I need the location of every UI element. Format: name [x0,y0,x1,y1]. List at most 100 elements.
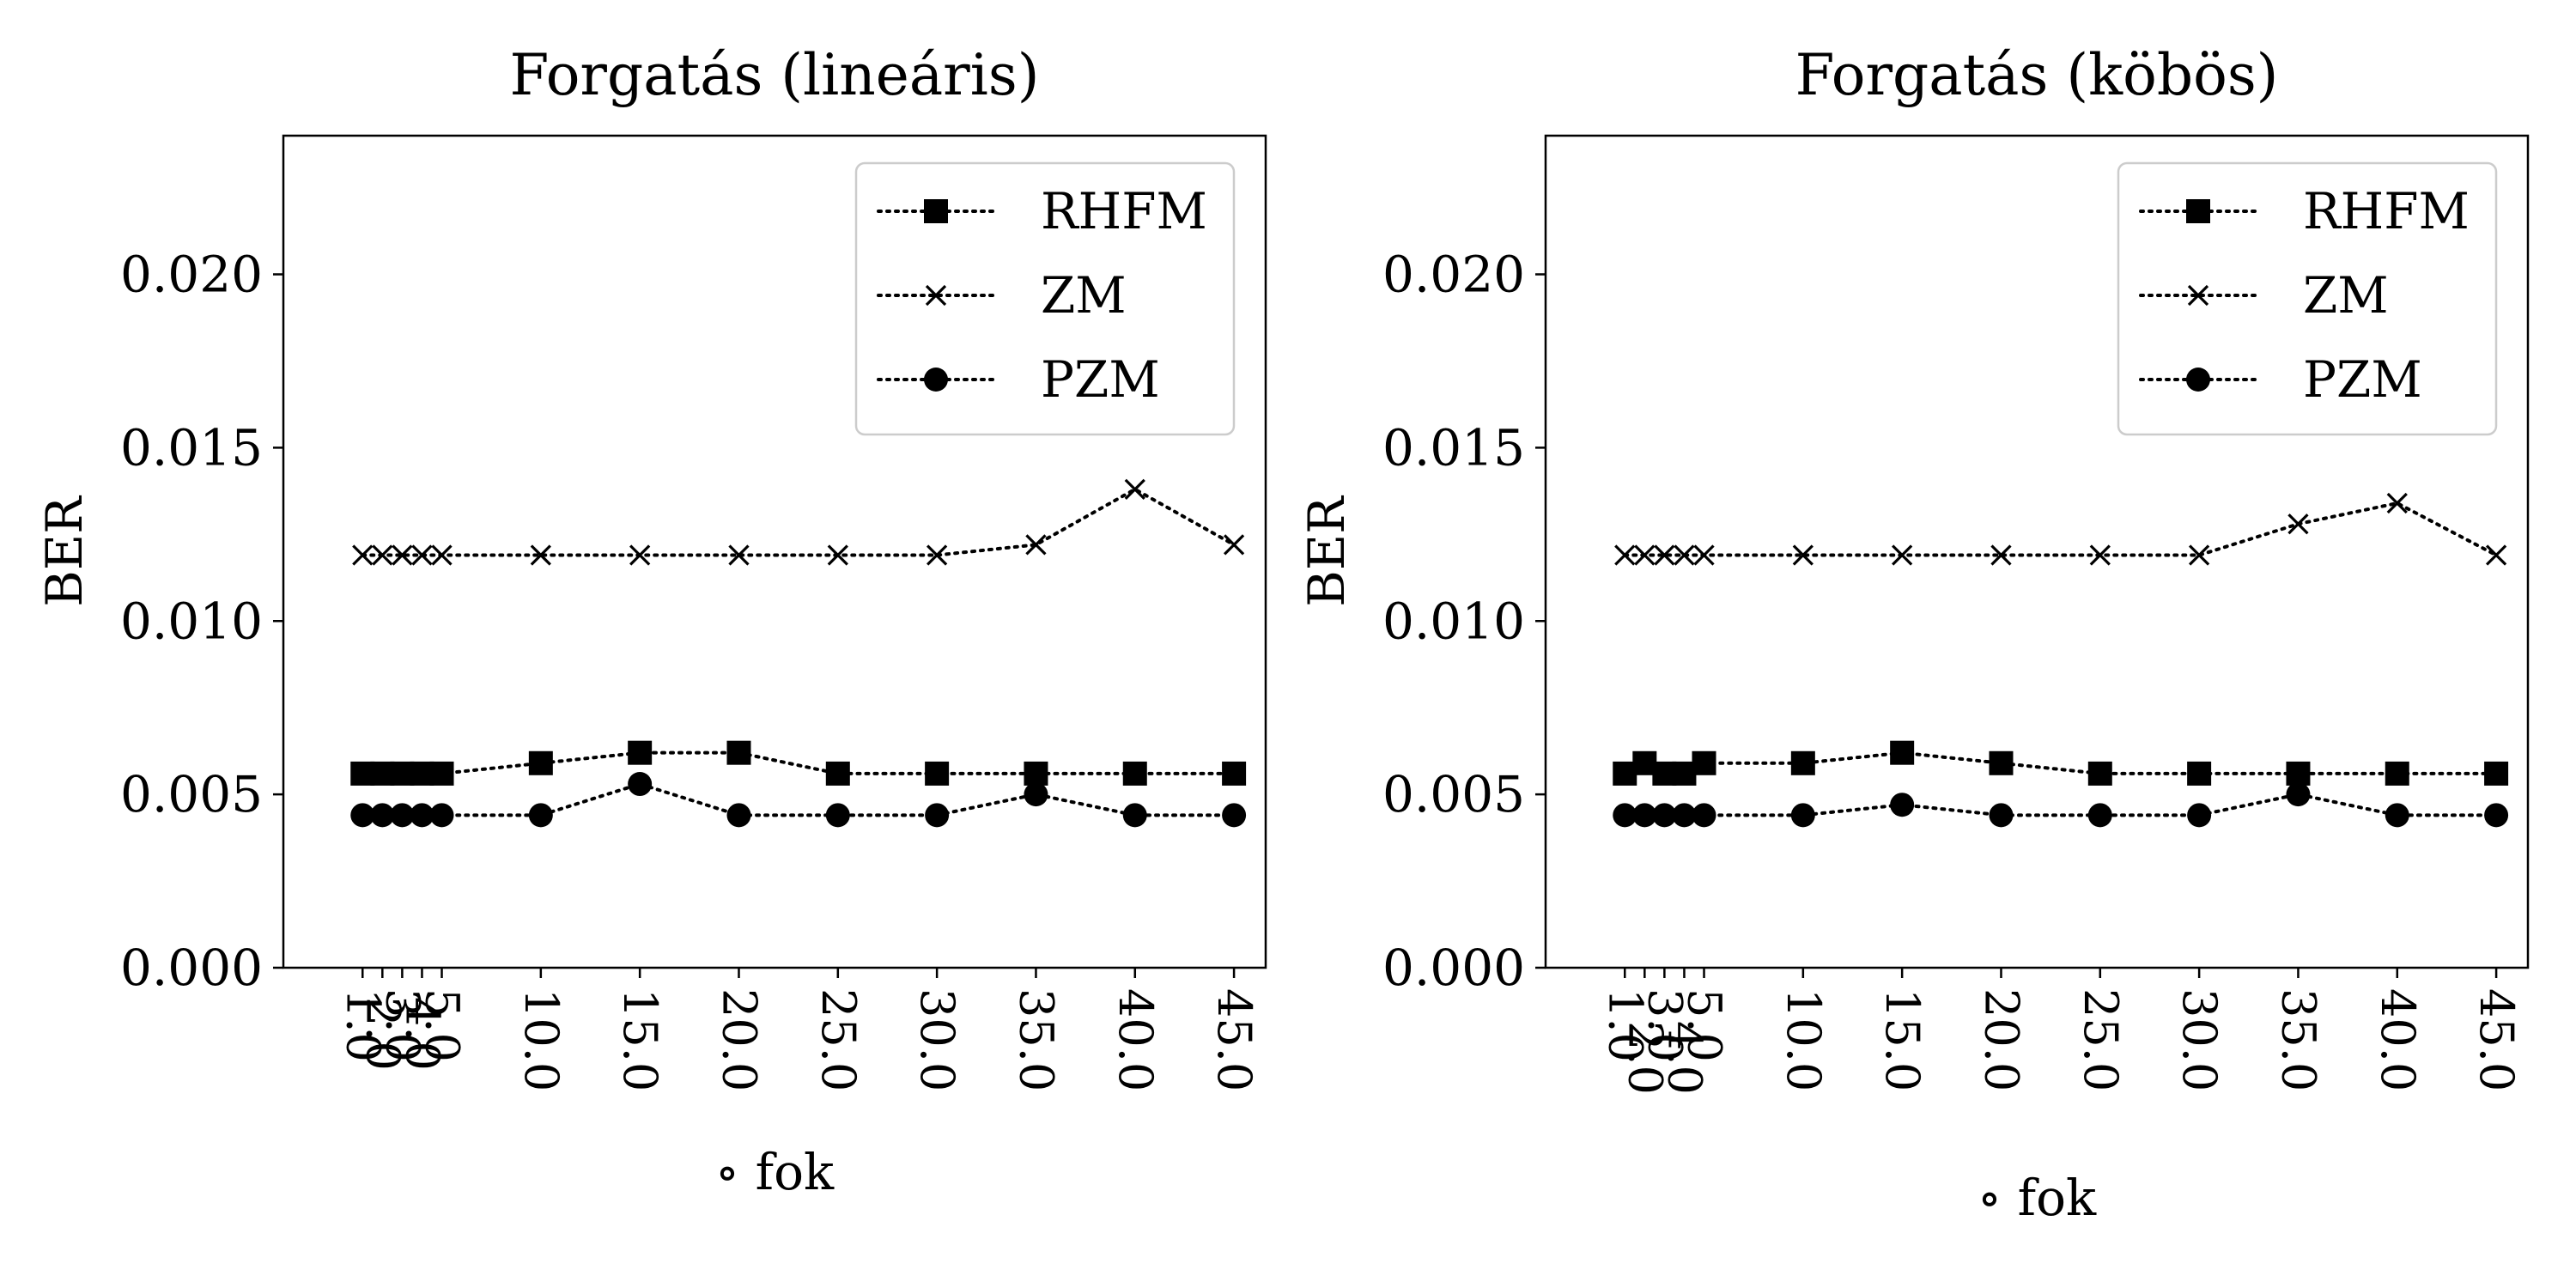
x-tick-label: 25.0 [2074,988,2128,1091]
series-RHFM [350,740,1247,786]
legend-marker [2186,368,2210,392]
x-tick-label: 10.0 [1777,988,1831,1091]
x-tick-label: 1.0 [336,988,390,1062]
data-point [2485,544,2507,566]
data-point [1222,803,1247,828]
data-point [429,803,454,828]
data-point [925,803,950,828]
y-tick-label: 0.015 [120,418,263,477]
x-tick-label: 4.0 [395,997,449,1071]
y-tick-label: 0.000 [120,939,263,997]
data-point [825,761,850,786]
data-point [1614,544,1636,566]
data-point [392,544,413,566]
chart-panel-1: Forgatás (lineáris) 0.000 0.005 0.010 0.015 0… [35,42,1267,1201]
legend-label: RHFM [2303,182,2470,240]
x-tick-label: 15.0 [1875,988,1929,1091]
x-tick-label: 45.0 [2470,988,2524,1091]
data-point [1634,544,1656,566]
y-tick-label: 0.020 [1382,246,1525,304]
data-point [1692,750,1716,775]
legend-marker [2187,284,2209,307]
x-tick-label: 20.0 [1974,988,2028,1091]
data-point [390,803,415,828]
legend-marker [924,368,948,392]
legend-label: RHFM [1041,182,1207,240]
data-point [628,740,653,765]
data-point [926,544,948,566]
data-point [1613,803,1637,828]
data-point [2087,761,2112,786]
legend: RHFM ZM PZM [2117,161,2498,436]
x-axis-label: ∘ fok [1978,1169,2097,1227]
data-point [628,772,653,797]
x-tick-label: 10.0 [514,988,568,1091]
data-point [1654,544,1675,566]
y-axis-label: BER [35,495,94,607]
x-tick-label: 30.0 [910,988,964,1091]
data-point [429,761,454,786]
legend-marker [924,199,948,223]
legend-frame [2117,161,2498,436]
series-ZM [352,478,1245,566]
x-tick-label: 5.0 [1678,988,1732,1062]
x-tick-label: 30.0 [2172,988,2227,1091]
data-point [1693,544,1715,566]
y-tick-label: 0.010 [1382,592,1525,650]
x-tick-label: 2.0 [355,997,410,1071]
x-tick-label: 15.0 [613,988,667,1091]
legend-marker [2186,199,2210,223]
data-point [370,803,395,828]
data-point [827,544,848,566]
data-point [2484,803,2509,828]
data-point [1790,750,1815,775]
data-point [352,544,374,566]
data-point [825,803,850,828]
data-point [1652,803,1677,828]
y-tick-label: 0.005 [1382,765,1525,823]
data-point [1792,544,1814,566]
x-tick-label: 40.0 [2371,988,2425,1091]
data-point [1025,534,1047,556]
data-point [1990,544,2012,566]
chart-title: Forgatás (köbös) [1795,42,2279,108]
data-point [372,544,393,566]
series-PZM [1613,782,2509,828]
x-tick-label: 1.0 [1598,988,1652,1062]
data-point [2089,544,2111,566]
legend-label: ZM [1041,266,1127,325]
plot-area-frame [1544,134,2530,969]
x-tick-label: 25.0 [811,988,866,1091]
data-point [1024,782,1048,807]
x-tick-label: 5.0 [416,988,470,1062]
y-tick-label: 0.005 [120,765,263,823]
data-point [1890,793,1915,817]
data-point [2188,544,2210,566]
data-point [726,803,751,828]
x-tick-label: 40.0 [1109,988,1163,1091]
data-point [925,761,950,786]
data-point [350,803,375,828]
data-point [1989,803,2014,828]
data-point [530,544,551,566]
data-point [728,544,750,566]
data-point [411,544,433,566]
data-point [2287,513,2309,535]
data-point [1672,803,1697,828]
data-point [2187,803,2212,828]
x-tick-label: 35.0 [2271,988,2325,1091]
x-tick-label: 45.0 [1207,988,1261,1091]
legend-label: PZM [2303,350,2422,409]
legend-label: ZM [2303,266,2389,325]
data-point [2484,761,2509,786]
x-axis-label: ∘ fok [715,1143,835,1201]
data-point [1632,803,1657,828]
data-point [1222,761,1247,786]
legend: RHFM ZM PZM [854,161,1236,436]
data-point [726,740,751,765]
data-point [2385,803,2409,828]
x-tick-label: 20.0 [712,988,766,1091]
data-point [1122,761,1147,786]
data-point [2286,782,2311,807]
data-point [1122,803,1147,828]
